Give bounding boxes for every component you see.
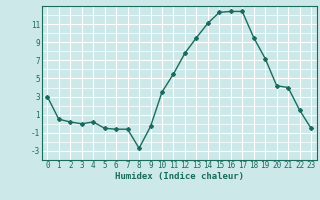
X-axis label: Humidex (Indice chaleur): Humidex (Indice chaleur): [115, 172, 244, 181]
